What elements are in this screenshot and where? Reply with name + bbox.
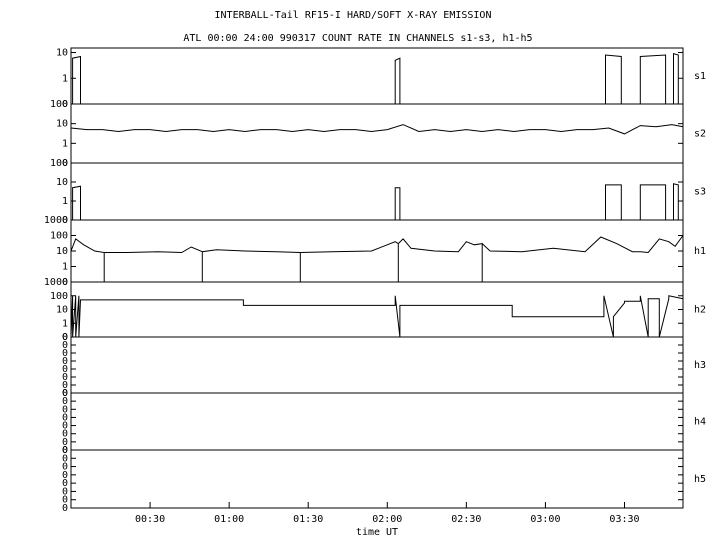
chart-subtitle: ATL 00:00 24:00 990317 COUNT RATE IN CHA…: [183, 33, 532, 44]
x-tick-label: 02:00: [372, 514, 402, 525]
y-tick-label: 0: [62, 470, 68, 481]
channel-label: s1: [694, 71, 706, 82]
y-tick-label: 1000: [44, 215, 68, 226]
y-tick-label: 0: [62, 332, 68, 343]
y-tick-label: 0: [62, 277, 68, 288]
x-tick-label: 02:30: [451, 514, 481, 525]
y-tick-label: 0: [62, 340, 68, 351]
y-tick-label: 1: [62, 73, 68, 84]
y-tick-label: 0: [62, 364, 68, 375]
data-line: [70, 124, 684, 135]
y-tick-label: 10: [56, 119, 68, 130]
y-tick-label: 0: [62, 445, 68, 456]
y-tick-label: 0: [62, 503, 68, 514]
y-tick-label: 0: [62, 380, 68, 391]
y-tick-label: 10: [56, 177, 68, 188]
channel-label: h3: [694, 360, 706, 371]
y-tick-label: 0: [62, 453, 68, 464]
channel-label: h5: [694, 474, 706, 485]
y-tick-label: 1000: [44, 277, 68, 288]
y-tick-label: 100: [50, 231, 68, 242]
y-tick-label: 0: [62, 486, 68, 497]
data-line: [70, 235, 684, 282]
y-tick-label: 100: [50, 158, 68, 169]
channel-label: h4: [694, 417, 706, 428]
y-tick-label: 0: [62, 445, 68, 456]
x-axis-label: time UT: [356, 527, 398, 538]
panel-frame: [70, 449, 684, 509]
y-tick-label: 0: [62, 495, 68, 506]
y-tick-label: 0: [62, 478, 68, 489]
y-tick-label: 0: [62, 437, 68, 448]
data-line: [70, 295, 684, 338]
x-tick-label: 01:00: [214, 514, 244, 525]
y-tick-label: 0: [62, 396, 68, 407]
y-tick-label: 0: [62, 404, 68, 415]
y-tick-label: 1: [62, 138, 68, 149]
y-tick-label: 100: [50, 99, 68, 110]
y-tick-label: 1: [62, 196, 68, 207]
channel-label: h1: [694, 246, 706, 257]
data-line: [71, 53, 683, 105]
y-tick-label: 0: [62, 388, 68, 399]
channel-label: h2: [694, 305, 706, 316]
y-tick-label: 100: [50, 291, 68, 302]
data-line: [71, 183, 683, 221]
y-tick-label: 0: [62, 356, 68, 367]
y-tick-label: 1: [62, 262, 68, 273]
x-tick-label: 03:00: [530, 514, 560, 525]
y-tick-label: 0: [62, 158, 68, 169]
y-tick-label: 0: [62, 429, 68, 440]
y-tick-label: 0: [62, 421, 68, 432]
y-tick-label: 0: [62, 99, 68, 110]
chart-title: INTERBALL-Tail RF15-I HARD/SOFT X-RAY EM…: [215, 10, 492, 21]
y-tick-label: 0: [62, 348, 68, 359]
channel-label: s2: [694, 129, 706, 140]
y-tick-label: 0: [62, 332, 68, 343]
y-tick-label: 10: [56, 246, 68, 257]
y-tick-label: 10: [56, 305, 68, 316]
x-tick-label: 03:30: [609, 514, 639, 525]
y-tick-label: 1: [62, 318, 68, 329]
y-tick-label: 0: [62, 412, 68, 423]
y-tick-label: 0: [62, 462, 68, 473]
channel-label: s3: [694, 187, 706, 198]
x-tick-label: 01:30: [293, 514, 323, 525]
y-tick-label: 0: [62, 388, 68, 399]
y-tick-label: 0: [62, 215, 68, 226]
y-tick-label: 0: [62, 372, 68, 383]
y-tick-label: 10: [56, 48, 68, 59]
x-tick-label: 00:30: [135, 514, 165, 525]
